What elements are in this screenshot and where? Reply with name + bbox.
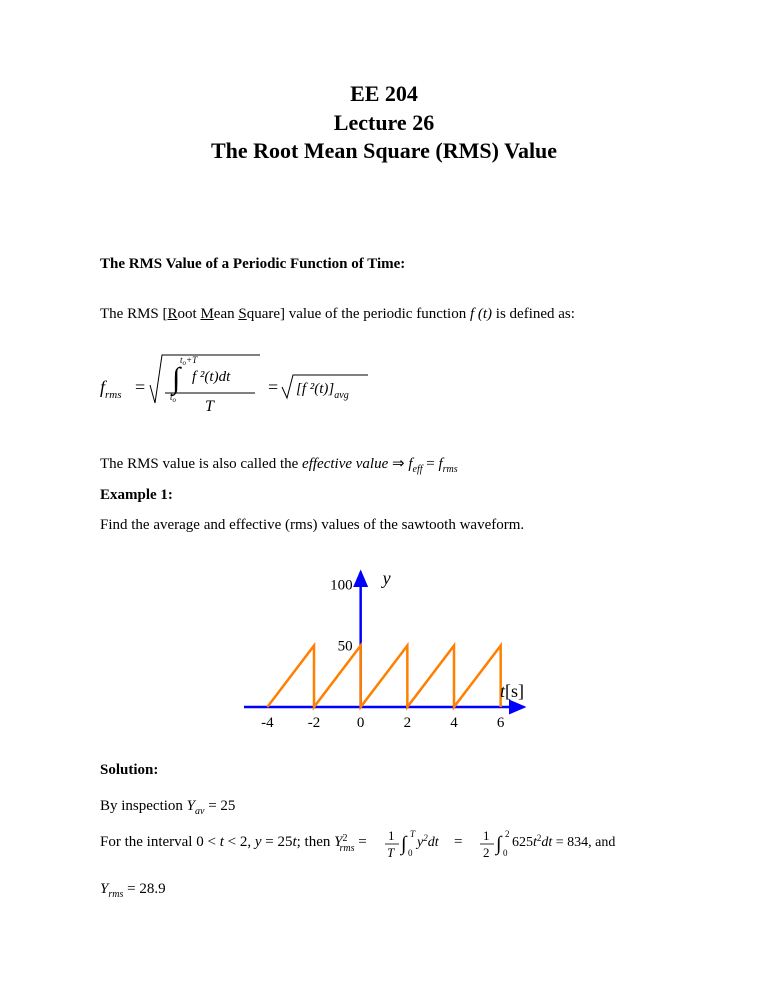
page-title: EE 204 Lecture 26 The Root Mean Square (…: [100, 80, 668, 166]
formula-eq2: =: [268, 377, 278, 397]
svg-text:-2: -2: [308, 715, 321, 731]
section-heading: The RMS Value of a Periodic Function of …: [100, 256, 668, 273]
title-line-3: The Root Mean Square (RMS) Value: [100, 137, 668, 166]
title-line-2: Lecture 26: [100, 109, 668, 138]
sol2-625: 625t2dt = 834, and: [512, 833, 615, 850]
intro-text-4: quare] value of the periodic function: [247, 306, 470, 322]
title-line-1: EE 204: [100, 80, 668, 109]
solution-heading: Solution:: [100, 762, 668, 779]
intro-fn: f (t): [470, 306, 492, 322]
intro-r: R: [168, 306, 178, 322]
eff-before: The RMS value is also called the: [100, 456, 302, 472]
sol2-text: For the interval 0 < t < 2, y = 25t; the…: [100, 833, 367, 854]
eff-eq: =: [423, 456, 439, 472]
eff-arrow: ⇒: [388, 456, 408, 472]
formula-lhs: frms: [100, 377, 122, 401]
intro-text-1: The RMS [: [100, 306, 168, 322]
svg-text:y: y: [381, 568, 391, 588]
int-upper: to+T: [180, 355, 198, 367]
sawtooth-chart: -4 -2 0 2 4 6 50 100 y t[s]: [204, 557, 564, 737]
sol1-var: Y: [187, 798, 195, 814]
svg-text:0: 0: [357, 715, 365, 731]
intro-paragraph: The RMS [Root Mean Square] value of the …: [100, 303, 668, 326]
intro-m: M: [200, 306, 213, 322]
sol3-sub: rms: [108, 889, 123, 900]
svg-text:2: 2: [404, 715, 412, 731]
integrand: f ²(t)dt: [192, 369, 231, 385]
svg-text:100: 100: [330, 577, 353, 593]
sol2-int1: ∫: [399, 833, 408, 856]
sol2-y2dt: y2dt: [415, 833, 440, 850]
sol2-frac1-den: T: [387, 845, 395, 860]
sol2-frac2-num: 1: [483, 828, 490, 843]
eff-eff: eff: [413, 464, 423, 475]
example-prompt: Find the average and effective (rms) val…: [100, 514, 668, 537]
sol2-int2-lo: 0: [503, 848, 508, 858]
rhs: [f ²(t)]avg: [296, 381, 349, 401]
svg-text:-4: -4: [261, 715, 274, 731]
svg-text:6: 6: [497, 715, 505, 731]
solution-line-2: For the interval 0 < t < 2, y = 25t; the…: [100, 826, 668, 872]
intro-text-5: is defined as:: [492, 306, 575, 322]
formula-eq1: =: [135, 377, 145, 397]
sol3-post: = 28.9: [123, 881, 165, 897]
sol2-frac2-den: 2: [483, 845, 490, 860]
eff-ital: effective value: [302, 456, 388, 472]
intro-text-2: oot: [178, 306, 201, 322]
solution-line-1: By inspection Yav = 25: [100, 794, 668, 820]
svg-text:4: 4: [450, 715, 458, 731]
example-heading: Example 1:: [100, 487, 668, 504]
sol2-eq2: =: [454, 834, 462, 850]
intro-s: S: [238, 306, 246, 322]
svg-text:50: 50: [338, 638, 353, 654]
intro-text-3: ean: [214, 306, 239, 322]
solution-line-3: Yrms = 28.9: [100, 877, 668, 903]
sawtooth-chart-container: -4 -2 0 2 4 6 50 100 y t[s]: [100, 557, 668, 737]
effective-value-line: The RMS value is also called the effecti…: [100, 453, 668, 477]
page: EE 204 Lecture 26 The Root Mean Square (…: [0, 0, 768, 994]
sol1-pre: By inspection: [100, 798, 187, 814]
svg-text:t[s]: t[s]: [500, 681, 524, 701]
sol2-int1-lo: 0: [408, 848, 413, 858]
sol2-frac1-num: 1: [388, 828, 395, 843]
eff-rms: rms: [443, 464, 458, 475]
sol2-int1-up: T: [410, 829, 416, 839]
rms-formula: frms = ∫ to+T to f ²(t)dt T = [f ²(t)]av…: [100, 343, 668, 423]
denom: T: [205, 398, 215, 415]
sol2-int2-up: 2: [505, 829, 510, 839]
formula-svg: frms = ∫ to+T to f ²(t)dt T = [f ²(t)]av…: [100, 343, 400, 423]
sol2-svg: For the interval 0 < t < 2, y = 25t; the…: [100, 826, 670, 862]
sol2-int2: ∫: [494, 833, 503, 856]
sol1-post: = 25: [204, 798, 235, 814]
